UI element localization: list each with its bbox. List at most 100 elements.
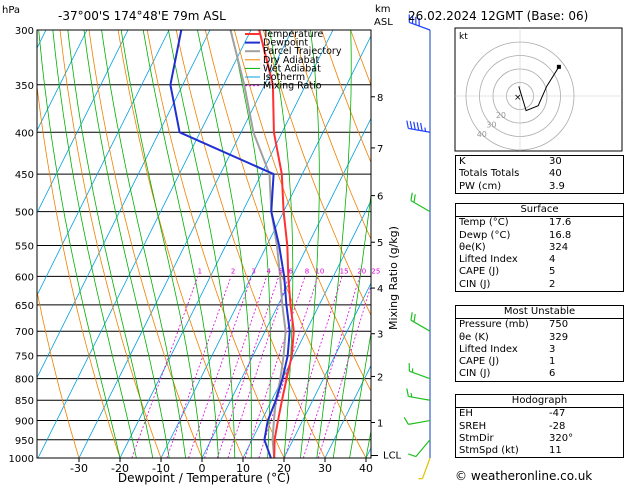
isotherm-line [37, 30, 129, 214]
surface-value: 2 [549, 278, 556, 290]
wet-adiabat [316, 30, 352, 458]
hodo-row: StmSpd (kt) 11 [456, 445, 623, 457]
mixing-ratio-line [204, 276, 268, 458]
mixing-ratio-label: 25 [371, 267, 380, 275]
hodo-label: StmDir [459, 432, 494, 444]
location-title: -37°00'S 174°48'E 79m ASL [58, 9, 226, 23]
dry-adiabat [88, 30, 203, 458]
wind-barb-staff [409, 21, 431, 31]
surface-label: CAPE (J) [459, 266, 500, 278]
lcl-label: LCL [383, 451, 402, 462]
wind-barb-flag [424, 127, 427, 132]
index-label: K [459, 156, 466, 167]
mu-value: 329 [549, 331, 569, 343]
pressure-tick-label: 400 [15, 128, 34, 139]
x-tick-label: 0 [199, 462, 206, 475]
wet-adiabat [197, 30, 252, 458]
km-tick-label: 2 [377, 372, 383, 383]
surface-value: 17.6 [549, 217, 572, 229]
dewpoint-profile [169, 30, 291, 458]
surface-table: Surface Temp (°C) 17.6 Dewp (°C) 16.8 θe(K… [455, 203, 624, 293]
surface-value: 16.8 [549, 229, 572, 241]
wind-barb-flag [413, 313, 416, 323]
isotherm-line [201, 117, 371, 458]
pressure-tick-label: 900 [15, 417, 34, 428]
km-tick-label: 8 [377, 93, 383, 104]
hodograph-ring-label: 40 [477, 130, 487, 139]
wind-barb-staff [408, 395, 431, 401]
wet-adiabat [52, 30, 137, 458]
isotherm-line [0, 30, 5, 458]
wind-barb-flag [406, 120, 409, 129]
legend-label: Parcel Trajectory [263, 46, 342, 57]
mu-label: CAPE (J) [459, 356, 500, 368]
dry-adiabat [37, 289, 80, 458]
wind-barb-staff [415, 439, 431, 458]
hodograph-box [454, 27, 623, 152]
wind-barb [408, 439, 431, 458]
dry-adiabat [234, 30, 371, 393]
mu-row: θe (K) 329 [456, 332, 623, 344]
wind-barb [410, 312, 431, 332]
index-row: Totals Totals 40 [456, 168, 623, 180]
mixing-ratio-label: 3 [251, 267, 255, 275]
wet-adiabat [101, 30, 186, 458]
wet-adiabat [269, 30, 294, 458]
surface-value: 4 [549, 254, 556, 266]
index-row: K 30 [456, 156, 623, 168]
plot-frame [36, 29, 372, 459]
most-unstable-table: Most Unstable Pressure (mb) 750 θe (K) 329… [455, 305, 624, 382]
hodograph-ring-label: 20 [496, 111, 506, 120]
dry-adiabat [204, 30, 367, 458]
x-tick-label: -10 [152, 462, 170, 475]
legend-label: Dry Adiabat [263, 55, 320, 66]
wind-barb-staff [410, 200, 431, 213]
mixing-ratio-label: 2 [231, 267, 235, 275]
wind-barb-staff [421, 457, 431, 479]
wind-barb [410, 192, 431, 213]
wet-adiabat [38, 30, 121, 458]
hodograph-end-marker [556, 64, 561, 69]
mixing-ratio-line [227, 276, 290, 458]
surface-row: CAPE (J) 5 [456, 266, 623, 278]
pressure-tick-label: 650 [15, 301, 34, 312]
km-tick-label: 3 [377, 330, 383, 341]
datetime-title: 26.02.2024 12GMT (Base: 06) [408, 9, 588, 23]
wind-barb-staff [408, 419, 431, 425]
hodo-row: SREH -28 [456, 421, 623, 433]
pressure-tick-label: 550 [15, 241, 34, 252]
wind-barb-flag [410, 392, 413, 398]
isotherm-line [119, 30, 334, 458]
wind-barb-staff [408, 127, 431, 133]
hodograph-trace [518, 66, 560, 112]
mixing-ratio-label: 1 [198, 267, 202, 275]
mu-label: θe (K) [459, 331, 489, 343]
legend-label: Wet Adiabat [263, 63, 321, 74]
pressure-tick-label: 500 [15, 208, 34, 219]
copyright-footer[interactable]: © weatheronline.co.uk [455, 469, 593, 483]
pressure-tick-label: 700 [15, 327, 34, 338]
wind-barb [406, 388, 431, 401]
most-unstable-title: Most Unstable [503, 306, 576, 317]
asl-label: ASL [374, 17, 393, 28]
hodo-row: StmDir 320° [456, 433, 623, 445]
surface-label: Dewp (°C) [459, 229, 511, 241]
index-label: PW (cm) [459, 180, 502, 192]
storm-motion-icon: × [514, 93, 522, 103]
km-tick-label: 1 [377, 419, 383, 430]
wind-barb [418, 457, 431, 480]
hodograph-kt-label: kt [459, 32, 468, 42]
wet-adiabat [168, 30, 236, 458]
pressure-tick-label: 450 [15, 170, 34, 181]
isotherm-line [160, 35, 371, 458]
mixing-ratio-label: 5 [278, 267, 282, 275]
dry-adiabat [117, 30, 244, 458]
dry-adiabat [263, 30, 371, 317]
dry-adiabat [175, 30, 326, 458]
mixing-ratio-label: 10 [315, 267, 324, 275]
x-axis-label: Dewpoint / Temperature (°C) [118, 471, 290, 485]
surface-row: CIN (J) 2 [456, 279, 623, 291]
mu-label: Pressure (mb) [459, 319, 529, 331]
legend-label: Temperature [262, 29, 323, 40]
wet-adiabat [67, 30, 154, 458]
